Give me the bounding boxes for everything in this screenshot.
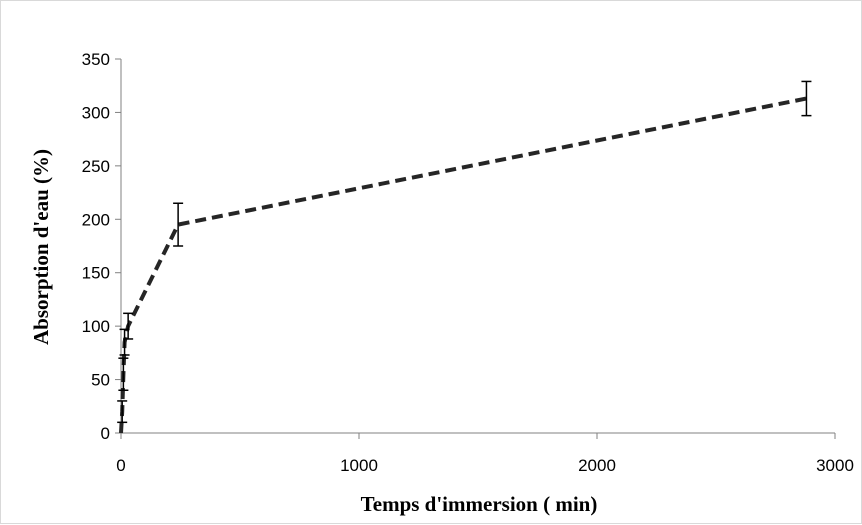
y-tick-label: 200 [82, 210, 110, 229]
x-tick-label: 1000 [340, 456, 378, 475]
y-tick-label: 0 [101, 424, 110, 443]
error-bar [173, 202, 184, 247]
x-tick-label: 0 [116, 456, 125, 475]
y-axis-ticks: 0 50 100 150 200 250 300 350 [82, 50, 121, 443]
series-layer [117, 80, 812, 434]
y-tick-label: 150 [82, 264, 110, 283]
y-tick-label: 300 [82, 103, 110, 122]
error-bar [801, 80, 812, 117]
y-tick-label: 100 [82, 317, 110, 336]
y-tick-label: 250 [82, 157, 110, 176]
error-bar [123, 312, 134, 340]
error-bar [118, 357, 129, 392]
error-bar [117, 400, 128, 424]
y-tick-label: 50 [91, 371, 110, 390]
x-tick-label: 3000 [816, 456, 854, 475]
x-axis-ticks: 0 1000 2000 3000 [116, 433, 854, 475]
x-tick-label: 2000 [578, 456, 616, 475]
series-line [119, 96, 807, 434]
axes [120, 59, 835, 434]
y-axis-title: Absorption d'eau (%) [29, 149, 53, 345]
x-axis-title: Temps d'immersion ( min) [361, 492, 598, 516]
y-tick-label: 350 [82, 50, 110, 69]
